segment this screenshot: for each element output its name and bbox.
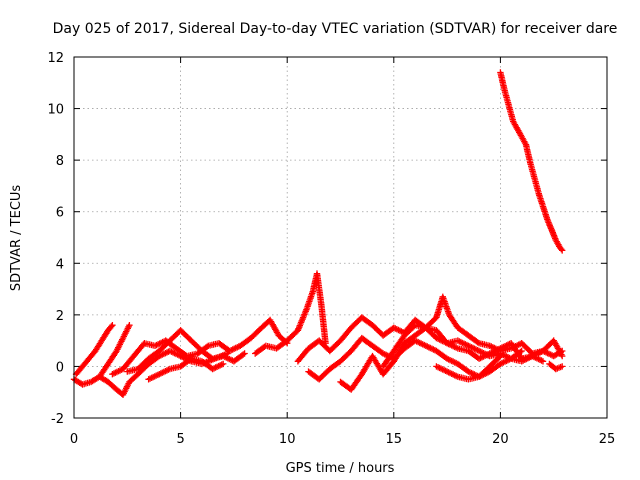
x-tick-label: 5 [176,432,184,447]
series-marks [124,327,248,375]
series-marks [252,270,329,357]
series-marks [96,322,133,380]
series-marks [72,322,116,378]
series-sat-m [546,360,566,373]
y-tick-label: 10 [47,103,64,118]
series-marks [497,69,566,254]
series-sat-g [252,270,329,357]
y-tick-label: 2 [56,309,64,324]
x-tick-label: 10 [279,432,296,447]
y-tick-label: 0 [56,360,64,375]
series-sat-h [294,314,525,365]
series-marks [294,314,525,365]
series-sat-d [109,316,291,378]
x-tick-label: 15 [386,432,403,447]
series-sat-j [337,324,547,393]
series-marks [337,324,547,393]
series-marks [109,316,291,378]
y-axis-label: SDTVAR / TECUs [9,185,24,292]
series-sat-e [124,327,248,375]
y-tick-label: 4 [56,257,64,272]
y-tick-label: -2 [51,412,64,427]
y-tick-label: 12 [47,51,64,66]
x-tick-label: 0 [70,432,78,447]
plot-frame [73,56,608,419]
y-tick-label: 6 [56,206,64,221]
x-tick-label: 25 [599,432,616,447]
series-sat-n [497,69,566,254]
series-marks [145,355,227,383]
y-tick-label: 8 [56,154,64,169]
chart-title: Day 025 of 2017, Sidereal Day-to-day VTE… [53,21,618,37]
grid [74,57,607,418]
x-tick-label: 20 [492,432,509,447]
series-sat-f [145,355,227,383]
axes: 0 5 10 15 20 25 -2 0 2 4 6 8 10 12 [47,51,615,447]
series-marks [433,337,566,383]
series-sat-c [96,322,133,380]
plot-area [70,69,566,398]
series-marks [546,360,566,373]
series-sat-l [433,337,566,383]
series-sat-b [72,322,116,378]
x-axis-label: GPS time / hours [286,461,395,476]
